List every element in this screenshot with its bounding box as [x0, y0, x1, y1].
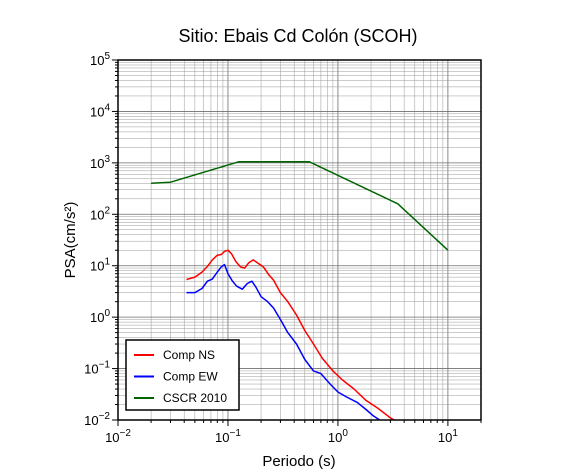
- legend-label: CSCR 2010: [163, 391, 227, 405]
- y-tick-label: 100: [90, 308, 110, 325]
- y-tick-label: 104: [90, 102, 110, 119]
- grid: [117, 59, 482, 421]
- x-tick-label: 10−2: [105, 428, 131, 445]
- plot-frame: [117, 59, 482, 421]
- y-tick-label: 103: [90, 154, 110, 171]
- series-line-comp-ns: [186, 249, 397, 420]
- legend-item: CSCR 2010: [134, 391, 227, 405]
- y-tick-label: 105: [90, 51, 110, 68]
- legend-label: Comp NS: [163, 348, 215, 362]
- series-line-cscr-2010: [151, 161, 449, 251]
- chart-title: Sitio: Ebais Cd Colón (SCOH): [178, 26, 417, 46]
- y-axis-label: PSA(cm/s²): [62, 202, 79, 279]
- legend-label: Comp EW: [163, 370, 218, 384]
- x-tick-label: 10−1: [215, 428, 241, 445]
- x-tick-label: 101: [438, 428, 458, 445]
- y-tick-label: 10−1: [84, 360, 110, 377]
- x-tick-label: 100: [328, 428, 348, 445]
- y-tick-label: 102: [90, 205, 110, 222]
- y-tick-label: 101: [90, 257, 110, 274]
- y-tick-labels: 10−2 10−1 100 101 102 103 104 105: [84, 51, 110, 428]
- legend-item: Comp EW: [134, 370, 218, 384]
- x-tick-labels: 10−2 10−1 100 101: [105, 428, 458, 445]
- legend: Comp NS Comp EW CSCR 2010: [125, 339, 240, 411]
- axis-ticks: [112, 59, 482, 426]
- series-line-comp-ew: [186, 263, 381, 420]
- series-group: [151, 161, 449, 420]
- x-axis-label: Periodo (s): [262, 453, 335, 470]
- y-tick-label: 10−2: [84, 411, 110, 428]
- legend-item: Comp NS: [134, 348, 215, 362]
